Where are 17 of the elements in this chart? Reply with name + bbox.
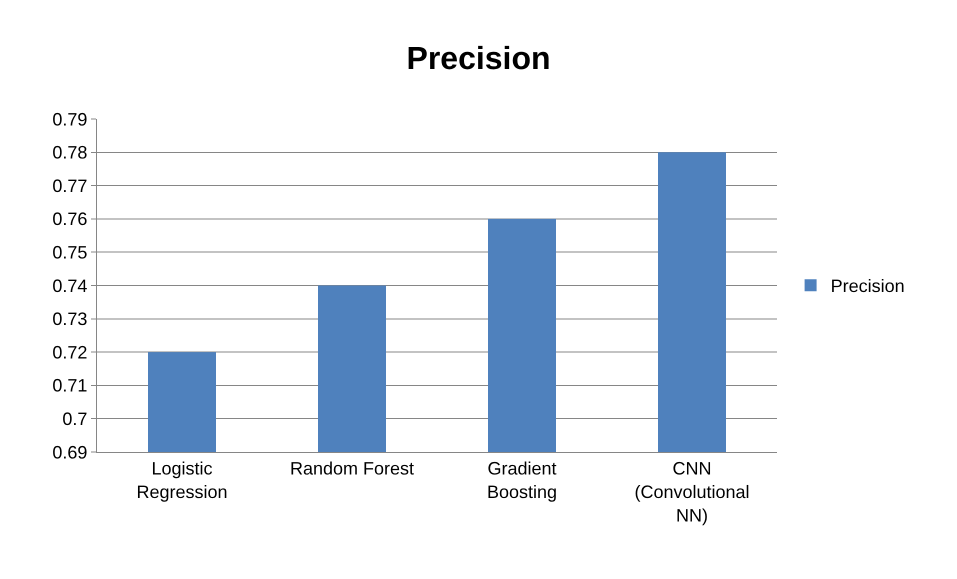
y-tick-label: 0.69 bbox=[52, 442, 88, 462]
x-tick-label: Random Forest bbox=[290, 458, 414, 479]
x-tick-label: Gradient Boosting bbox=[486, 458, 558, 502]
chart-title: Precision bbox=[406, 40, 551, 76]
y-tick-label: 0.76 bbox=[52, 209, 88, 230]
y-tick-label: 0.79 bbox=[52, 109, 88, 130]
legend-label: Precision bbox=[830, 276, 905, 296]
y-tick-label: 0.74 bbox=[52, 276, 88, 296]
x-tick-label: Logistic Regression bbox=[136, 458, 228, 502]
y-tick-label: 0.78 bbox=[52, 142, 88, 163]
y-tick-label: 0.71 bbox=[52, 376, 88, 396]
y-tick-label: 0.75 bbox=[52, 242, 88, 262]
y-tick-label: 0.77 bbox=[52, 176, 88, 196]
x-tick-label: CNN (Convolutional NN) bbox=[634, 458, 750, 526]
y-tick-label: 0.72 bbox=[52, 342, 88, 362]
y-tick-label: 0.73 bbox=[52, 309, 88, 330]
y-tick-label: 0.7 bbox=[62, 409, 88, 429]
